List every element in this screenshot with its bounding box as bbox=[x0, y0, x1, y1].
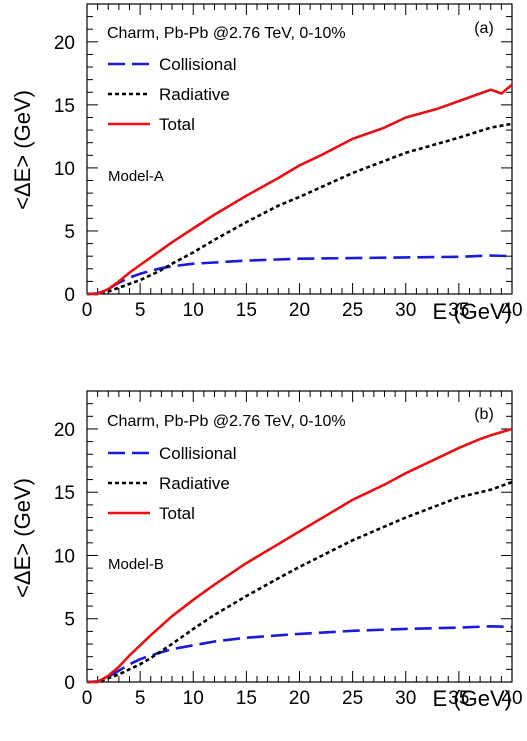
series-line-radiative bbox=[87, 122, 513, 296]
legend-label-radiative: Radiative bbox=[159, 474, 230, 493]
y-tick-label: 10 bbox=[54, 546, 75, 567]
x-tick-label: 40 bbox=[501, 688, 522, 709]
legend-label-total: Total bbox=[159, 504, 195, 523]
plot-frame bbox=[86, 390, 513, 683]
x-tick-label: 10 bbox=[183, 688, 204, 709]
x-tick-label: 20 bbox=[289, 300, 310, 321]
x-tick-label: 0 bbox=[82, 300, 93, 321]
series-line-total bbox=[87, 427, 513, 684]
y-tick-label: 20 bbox=[54, 420, 75, 441]
y-tick-label: 5 bbox=[64, 222, 75, 243]
y-tick-label: 15 bbox=[54, 483, 75, 504]
chart-title: Charm, Pb-Pb @2.76 TeV, 0-10% bbox=[107, 25, 346, 42]
x-tick-label: 30 bbox=[395, 688, 416, 709]
plot-frame bbox=[86, 3, 513, 295]
y-axis-label: <ΔE> (GeV) bbox=[10, 90, 35, 210]
legend-label-radiative: Radiative bbox=[159, 85, 230, 104]
series-line-collisional bbox=[86, 624, 513, 684]
series-line-collisional bbox=[86, 254, 513, 296]
series-line-radiative bbox=[87, 480, 513, 684]
legend-label-total: Total bbox=[159, 115, 195, 134]
x-tick-label: 20 bbox=[289, 688, 310, 709]
x-tick-label: 35 bbox=[448, 300, 469, 321]
y-tick-label: 15 bbox=[54, 96, 75, 117]
y-tick-label: 10 bbox=[54, 159, 75, 180]
x-tick-label: 25 bbox=[342, 688, 363, 709]
y-tick-label: 5 bbox=[64, 610, 75, 631]
x-axis-label: E (GeV) bbox=[433, 299, 512, 324]
y-axis-label: <ΔE> (GeV) bbox=[10, 478, 35, 598]
y-tick-label: 0 bbox=[64, 673, 75, 694]
model-annotation: Model-A bbox=[108, 168, 164, 185]
x-tick-label: 15 bbox=[236, 688, 257, 709]
x-tick-label: 30 bbox=[395, 300, 416, 321]
x-tick-label: 15 bbox=[236, 300, 257, 321]
panel-a: 0 5 10 15 20 25 30 35 40 0 5 10 15 20 E (GeV) <ΔE> (GeV… bbox=[10, 3, 523, 324]
x-tick-label: 5 bbox=[135, 300, 146, 321]
x-tick-label: 10 bbox=[183, 300, 204, 321]
x-tick-label: 35 bbox=[448, 688, 469, 709]
x-tick-label: 0 bbox=[82, 688, 93, 709]
x-axis-label: E (GeV) bbox=[433, 686, 512, 711]
panel-b: 0 5 10 15 20 25 30 35 40 0 5 10 15 20 E (GeV) <ΔE> (GeV… bbox=[10, 390, 523, 711]
y-tick-label: 20 bbox=[54, 33, 75, 54]
x-tick-label: 40 bbox=[501, 300, 522, 321]
model-annotation: Model-B bbox=[108, 556, 164, 573]
y-tick-label: 0 bbox=[64, 285, 75, 306]
panel-label: (b) bbox=[474, 406, 494, 423]
legend-label-collisional: Collisional bbox=[159, 55, 236, 74]
x-tick-label: 5 bbox=[135, 688, 146, 709]
series-line-total bbox=[87, 83, 513, 296]
panel-label: (a) bbox=[474, 20, 494, 37]
x-tick-label: 25 bbox=[342, 300, 363, 321]
chart-title: Charm, Pb-Pb @2.76 TeV, 0-10% bbox=[107, 413, 346, 430]
legend-label-collisional: Collisional bbox=[159, 444, 236, 463]
